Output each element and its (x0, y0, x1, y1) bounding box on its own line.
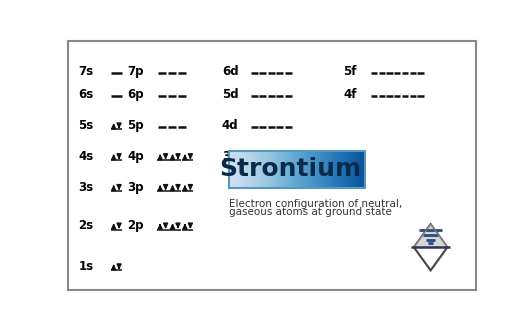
Text: gaseous atoms at ground state: gaseous atoms at ground state (229, 207, 392, 217)
Text: 2p: 2p (127, 219, 144, 232)
Text: 5d: 5d (222, 88, 238, 101)
Text: 6s: 6s (78, 88, 93, 101)
Text: 6p: 6p (127, 88, 144, 101)
Text: Strontium: Strontium (219, 157, 361, 181)
Text: 4f: 4f (344, 88, 357, 101)
Text: Electron configuration of neutral,: Electron configuration of neutral, (229, 199, 402, 209)
Text: 3d: 3d (222, 150, 238, 163)
Text: 4p: 4p (127, 150, 144, 163)
Text: 5f: 5f (344, 65, 357, 78)
Text: 1s: 1s (79, 260, 93, 273)
Text: 7s: 7s (79, 65, 93, 78)
Text: 4d: 4d (222, 119, 238, 132)
Text: 5s: 5s (78, 119, 93, 132)
Text: 3p: 3p (127, 181, 144, 194)
Text: 4s: 4s (78, 150, 93, 163)
Text: 7p: 7p (127, 65, 144, 78)
Text: 2s: 2s (79, 219, 93, 232)
Text: 3s: 3s (79, 181, 93, 194)
Bar (229, 151, 365, 188)
Text: 6d: 6d (222, 65, 238, 78)
Polygon shape (414, 224, 447, 247)
Text: 5p: 5p (127, 119, 144, 132)
